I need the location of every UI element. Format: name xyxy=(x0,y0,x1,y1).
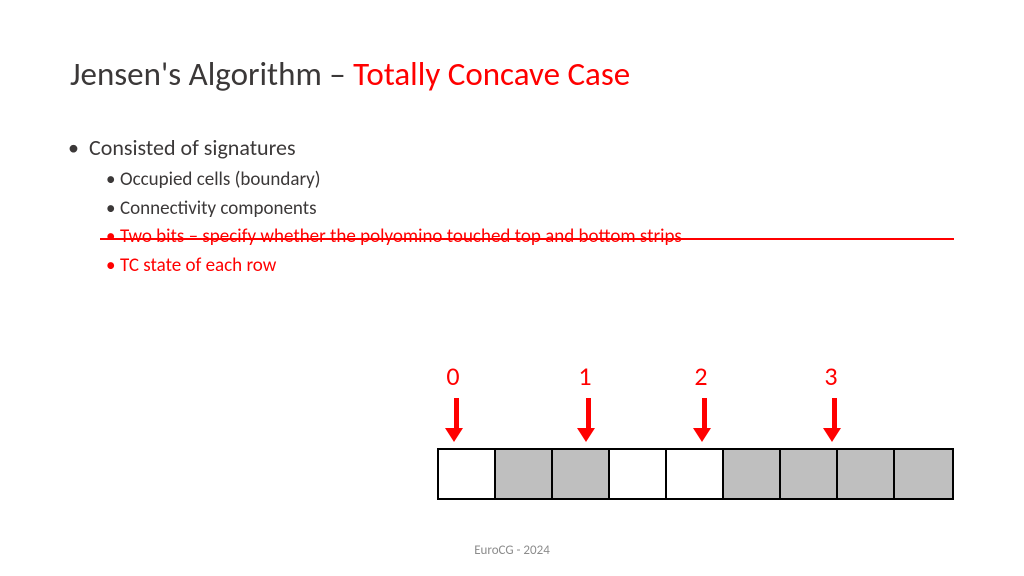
arrow-label-0: 0 xyxy=(443,360,463,392)
arrows xyxy=(437,398,954,448)
arrow-labels: 0 1 2 3 xyxy=(437,360,954,398)
cell-1 xyxy=(496,450,553,498)
sub-bullet-4: TC state of each row xyxy=(106,252,954,281)
bullet-main-text: Consisted of signatures xyxy=(89,134,296,161)
footer-text: EuroCG - 2024 xyxy=(0,543,1024,558)
bullet-list: Consisted of signatures Occupied cells (… xyxy=(70,133,954,281)
arrow-1 xyxy=(583,398,595,442)
cell-6 xyxy=(781,450,838,498)
bullet-main: Consisted of signatures Occupied cells (… xyxy=(70,133,954,281)
arrow-label-1: 1 xyxy=(575,360,595,392)
title-part-2: Totally Concave Case xyxy=(353,54,630,94)
row-diagram: 0 1 2 3 xyxy=(437,360,954,500)
title-part-1: Jensen's Algorithm – xyxy=(70,54,353,94)
slide: Jensen's Algorithm – Totally Concave Cas… xyxy=(0,0,1024,576)
arrow-2 xyxy=(699,398,711,442)
arrow-0 xyxy=(451,398,463,442)
cell-5 xyxy=(724,450,781,498)
cell-row xyxy=(437,448,954,500)
arrow-3 xyxy=(829,398,841,442)
cell-8 xyxy=(895,450,952,498)
cell-3 xyxy=(610,450,667,498)
arrow-label-3: 3 xyxy=(821,360,841,392)
slide-title: Jensen's Algorithm – Totally Concave Cas… xyxy=(70,55,954,95)
sub-bullet-2: Connectivity components xyxy=(106,195,954,224)
cell-4 xyxy=(667,450,724,498)
cell-2 xyxy=(553,450,610,498)
cell-7 xyxy=(838,450,895,498)
cell-0 xyxy=(439,450,496,498)
sub-bullet-list: Occupied cells (boundary) Connectivity c… xyxy=(70,166,954,280)
sub-bullet-1: Occupied cells (boundary) xyxy=(106,166,954,195)
arrow-label-2: 2 xyxy=(691,360,711,392)
sub-bullet-3-struck: Two bits – specify whether the polyomino… xyxy=(106,223,954,252)
